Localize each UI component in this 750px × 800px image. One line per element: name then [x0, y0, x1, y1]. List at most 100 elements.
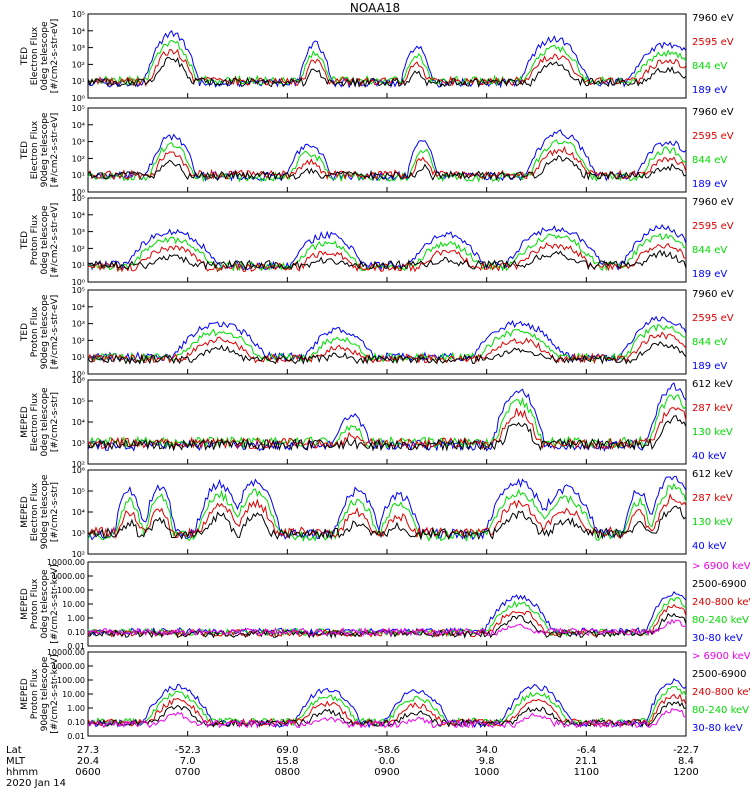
y-axis-label-line: 0deg telescope — [40, 205, 50, 275]
y-axis-label-line: Proton Flux — [30, 668, 40, 720]
x-axis-row-label: Lat — [6, 745, 22, 756]
panel-frame — [87, 197, 687, 283]
legend-entry: > 6900 keV — [692, 561, 750, 572]
x-tick-lat: -22.7 — [673, 745, 699, 756]
y-axis-label-line: MEPED — [20, 588, 30, 620]
x-tick-lat: -52.3 — [174, 745, 201, 756]
x-tick-time: 1100 — [573, 767, 600, 778]
series-line — [87, 505, 687, 541]
y-tick-label: 10⁴ — [72, 211, 85, 220]
y-tick-label: 0.10 — [67, 628, 85, 637]
y-axis-label-line: Electron Flux — [30, 482, 40, 542]
y-tick-label: 10² — [72, 244, 85, 253]
y-axis-label: MEPED Proton Flux 0deg telescope [#/cm2-s-s… — [20, 562, 60, 646]
panel-7: 10000.00 1000.00 100.00 10.00 1.00 0.10 0.01 — [47, 558, 687, 651]
y-tick-label: 10⁵ — [72, 487, 85, 496]
y-axis-label-line: Proton Flux — [30, 214, 40, 266]
panel-2: 10⁵ 10⁴ 10³ 10² 10¹ 10⁰ — [72, 104, 687, 197]
y-tick-label: 10⁶ — [72, 466, 85, 475]
x-tick-lat: 69.0 — [276, 745, 299, 756]
y-axis-label-line: 90deg telescope — [40, 112, 50, 188]
x-axis-row-label: 2020 Jan 14 — [6, 778, 66, 789]
y-tick-label: 10⁰ — [72, 94, 85, 103]
y-axis-label-line: MEPED — [20, 496, 30, 528]
y-axis-label: MEPED Proton Flux 90deg telescope [#/cm2-s-… — [20, 652, 60, 736]
x-tick-mlt: 0.0 — [379, 756, 395, 767]
y-axis-label-line: 90deg telescope — [40, 294, 50, 370]
panel-frame — [87, 379, 687, 465]
y-axis-label-line: MEPED — [20, 406, 30, 438]
series-line — [87, 249, 687, 271]
y-tick-label: 0.10 — [67, 718, 85, 727]
panel-4: 10⁵ 10⁴ 10³ 10² 10¹ 10⁰ — [72, 286, 687, 379]
y-axis-label: TED Proton Flux 90deg telescope [#/cm2-s-st… — [20, 290, 60, 374]
x-axis-row-label: hhmm — [6, 767, 39, 778]
y-tick-label: 10⁰ — [72, 370, 85, 379]
legend-entry: 844 eV — [692, 61, 728, 72]
x-tick-lat: -58.6 — [374, 745, 400, 756]
panel-3: 10⁵ 10⁴ 10³ 10² 10¹ 10⁰ — [72, 194, 687, 287]
x-tick-mlt: 20.4 — [76, 756, 100, 767]
legend-entry: 240-800 keV — [692, 687, 750, 698]
y-tick-label: 10² — [72, 60, 85, 69]
y-tick-label: 10³ — [72, 320, 85, 329]
x-tick-time: 0700 — [174, 767, 201, 778]
x-tick-time: 1000 — [473, 767, 500, 778]
y-axis-label-line: 0deg telescope — [40, 569, 50, 639]
y-tick-label: 10³ — [72, 529, 85, 538]
y-axis-label: MEPED Electron Flux 0deg telescope [#/cm2-s… — [20, 380, 60, 464]
y-tick-label: 10² — [72, 336, 85, 345]
series-line — [87, 155, 687, 182]
y-axis-label-line: [#/cm2-s-str] — [50, 391, 60, 453]
y-tick-label: 100.00 — [57, 676, 85, 685]
y-tick-label: 1.00 — [67, 614, 85, 623]
legend-entry: 287 keV — [692, 403, 733, 414]
y-axis-label: TED Electron Flux 90deg telescope [#/cm2-s-… — [20, 108, 60, 192]
y-axis-label-line: 0deg telescope — [40, 387, 50, 457]
y-axis-label-line: MEPED — [20, 678, 30, 710]
y-axis-label-line: TED — [20, 46, 30, 66]
panel-frame — [87, 469, 687, 555]
x-tick-mlt: 9.8 — [478, 756, 495, 767]
y-axis-label-line: Electron Flux — [30, 26, 40, 86]
x-tick-mlt: 21.1 — [575, 756, 598, 767]
y-tick-label: 10⁵ — [72, 286, 85, 295]
y-tick-label: 1000.00 — [52, 662, 85, 671]
series-line — [87, 482, 687, 543]
y-tick-label: 1000.00 — [52, 572, 85, 581]
y-axis-label-line: Electron Flux — [30, 120, 40, 180]
legend-entry: 2500-6900 — [692, 579, 747, 590]
y-tick-label: 100.00 — [57, 586, 85, 595]
y-tick-label: 10⁴ — [72, 121, 85, 130]
y-axis-label-line: [#/cm2-s-str-eV] — [50, 294, 60, 370]
y-axis-label-line: TED — [20, 230, 30, 250]
legend-entry: 7960 eV — [692, 197, 734, 208]
legend-entry: 189 eV — [692, 269, 728, 280]
legend-entry: 80-240 keV — [692, 705, 750, 716]
panel-5: 10⁶ 10⁵ 10⁴ 10³ 10² — [72, 376, 687, 469]
series-line — [87, 242, 687, 273]
y-axis-label-line: [#/cm2-s-str-eV] — [50, 18, 60, 94]
y-axis-label-line: [#/cm2-s-str-eV] — [50, 112, 60, 188]
legend-entry: 612 keV — [692, 379, 733, 390]
y-tick-label: 10000.00 — [47, 648, 85, 657]
x-tick-time: 0900 — [374, 767, 400, 778]
series-line — [87, 707, 687, 729]
legend-entry: 844 eV — [692, 155, 728, 166]
legend-entry: 844 eV — [692, 245, 728, 256]
series-line — [87, 48, 687, 87]
series-line — [87, 341, 687, 365]
y-tick-label: 10⁴ — [72, 508, 85, 517]
x-axis-table: Lat MLT hhmm 2020 Jan 14 27.3 20.4 0600 -52.3 7.… — [0, 745, 750, 800]
series-line — [87, 685, 687, 727]
y-axis-label-line: 0deg telescope — [40, 21, 50, 91]
y-axis-label: TED Electron Flux 0deg telescope [#/cm2-s-s… — [20, 14, 60, 98]
legend-entry: 30-80 keV — [692, 633, 743, 644]
legend-entry: 30-80 keV — [692, 723, 743, 734]
legend-entry: 40 keV — [692, 451, 727, 462]
legend-entry: 40 keV — [692, 541, 727, 552]
y-axis-label: MEPED Electron Flux 90deg telescope [#/cm2-… — [20, 470, 60, 554]
y-tick-label: 10⁴ — [72, 303, 85, 312]
y-tick-label: 10² — [72, 460, 85, 469]
